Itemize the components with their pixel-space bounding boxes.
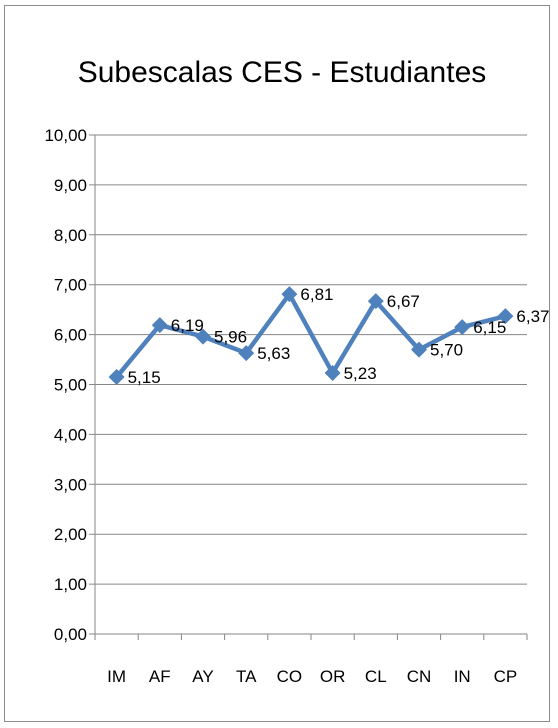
data-point-marker	[151, 317, 168, 334]
series-line-path	[114, 291, 506, 379]
y-tick-label: 7,00	[54, 276, 87, 295]
y-tick-label: 6,00	[54, 326, 87, 345]
data-label: 6,15	[473, 318, 506, 337]
data-label: 5,96	[214, 328, 247, 347]
y-tick-label: 10,00	[44, 126, 87, 145]
data-point-marker	[324, 365, 341, 382]
x-tick-label: TA	[236, 667, 257, 686]
data-label: 5,23	[344, 364, 377, 383]
data-point-marker	[411, 341, 427, 358]
y-tick-label: 8,00	[54, 226, 87, 245]
x-axis-tick-labels: IM AF AY TA CO OR CL CN IN CP	[107, 667, 517, 686]
data-point-marker	[454, 319, 471, 336]
y-tick-label: 9,00	[54, 176, 87, 195]
x-tick-label: CP	[494, 667, 518, 686]
data-label: 5,70	[430, 341, 463, 360]
series-markers	[108, 286, 514, 386]
data-labels: 5,15 6,19 5,96 5,63 6,81 5,23 6,67 5,70 6,15 6,37	[128, 285, 550, 387]
chart-title: Subescalas CES - Estudiantes	[78, 56, 487, 89]
data-label: 6,81	[300, 285, 333, 304]
y-tick-label: 0,00	[54, 625, 87, 644]
gridlines	[89, 134, 527, 635]
data-point-marker	[195, 328, 211, 345]
series-line	[114, 291, 506, 379]
data-point-marker	[497, 308, 514, 325]
x-tick-label: CN	[407, 667, 432, 686]
data-label: 6,37	[516, 307, 549, 326]
x-tick-label: IN	[454, 667, 471, 686]
data-point-marker	[367, 293, 384, 310]
x-tick-label: AY	[192, 667, 213, 686]
data-point-marker	[238, 345, 255, 362]
x-tick-label: CL	[365, 667, 387, 686]
x-tick-label: IM	[107, 667, 126, 686]
y-axis-tick-labels: 0,00 1,00 2,00 3,00 4,00 5,00 6,00 7,00 8,00 9,00…	[44, 126, 87, 644]
axes	[94, 135, 528, 640]
y-tick-label: 2,00	[54, 525, 87, 544]
y-tick-label: 3,00	[54, 475, 87, 494]
y-tick-label: 5,00	[54, 376, 87, 395]
data-label: 6,19	[171, 316, 204, 335]
x-tick-label: AF	[149, 667, 171, 686]
data-label: 5,63	[257, 344, 290, 363]
data-point-marker	[108, 369, 125, 386]
data-label: 6,67	[387, 292, 420, 311]
data-label: 5,15	[128, 368, 161, 387]
x-tick-label: CO	[277, 667, 303, 686]
y-tick-label: 4,00	[54, 425, 87, 444]
y-tick-label: 1,00	[54, 575, 87, 594]
data-point-marker	[281, 286, 298, 303]
x-tick-label: OR	[320, 667, 346, 686]
